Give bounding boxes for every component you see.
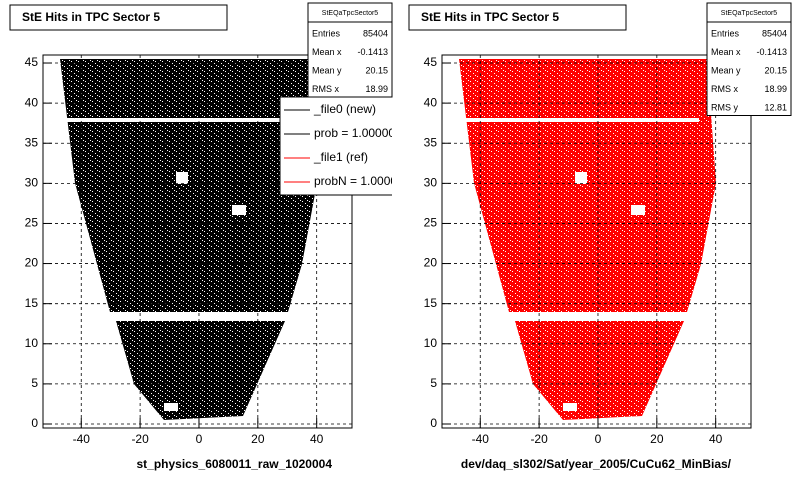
x-tick-label: -20: [131, 432, 149, 446]
stats-name: RMS y: [711, 102, 739, 112]
y-tick-label: 0: [430, 416, 437, 430]
y-tick-label: 15: [424, 296, 438, 310]
hit-clouds: [60, 59, 716, 420]
y-tick-label: 40: [424, 95, 438, 109]
x-tick-label: -40: [472, 432, 490, 446]
frame: [441, 54, 752, 429]
legend-label: probN = 1.000000: [314, 174, 411, 188]
stats-name: Entries: [711, 28, 740, 38]
stats-box: [307, 2, 393, 98]
y-tick-label: 25: [25, 216, 39, 230]
stats-value: -0.1413: [756, 47, 787, 57]
stats-value: 18.99: [365, 84, 388, 94]
stats-value: 85404: [762, 28, 787, 38]
y-tick-label: 35: [424, 135, 438, 149]
x-tick-label: 20: [251, 432, 265, 446]
y-tick-label: 45: [25, 55, 39, 69]
x-tick-label: 0: [196, 432, 203, 446]
panel: -40 -20 0 20 40 0 5 10 15 20 25 30 35 40 45 st_physics_…: [9, 2, 411, 471]
stats-value: -0.1413: [357, 47, 388, 57]
y-tick-label: 30: [25, 176, 39, 190]
y-tick-label: 20: [25, 256, 39, 270]
y-tick-label: 10: [424, 336, 438, 350]
title-box: [9, 4, 228, 31]
y-tick-label: 10: [25, 336, 39, 350]
hit-cloud: [459, 59, 716, 420]
stats-title: StEQaTpcSector5: [721, 10, 778, 17]
y-tick-label: 0: [31, 416, 38, 430]
y-tick-label: 30: [424, 176, 438, 190]
stats-value: 20.15: [764, 65, 787, 75]
stats-value: 20.15: [365, 65, 388, 75]
y-tick-label: 15: [25, 296, 39, 310]
stats-value: 18.99: [764, 84, 787, 94]
y-tick-label: 45: [424, 55, 438, 69]
x-tick-label: 0: [595, 432, 602, 446]
legend-box: [279, 96, 392, 196]
y-tick-label: 20: [424, 256, 438, 270]
y-tick-label: 5: [430, 376, 437, 390]
legend-label: _file0 (new): [313, 102, 376, 116]
stats-value: 85404: [363, 28, 388, 38]
y-tick-label: 5: [31, 376, 38, 390]
y-tick-label: 35: [25, 135, 39, 149]
stats-name: Mean x: [711, 47, 741, 57]
stats-name: Mean y: [711, 65, 741, 75]
stats-name: RMS x: [711, 84, 739, 94]
stats-title: StEQaTpcSector5: [322, 10, 379, 17]
legend-label: prob = 1.000000: [314, 126, 402, 140]
legend-label: _file1 (ref): [313, 150, 368, 164]
chart-title: StE Hits in TPC Sector 5: [22, 10, 160, 24]
panel: -40 -20 0 20 40 0 5 10 15 20 25 30 35 40 45 dev/daq_sl3…: [408, 2, 792, 471]
frame: [42, 54, 353, 429]
x-tick-label: 40: [709, 432, 723, 446]
stats-box: [706, 2, 792, 116]
x-axis-label: st_physics_6080011_raw_1020004: [136, 457, 332, 471]
chart-title: StE Hits in TPC Sector 5: [421, 10, 559, 24]
y-tick-label: 25: [424, 216, 438, 230]
legend: _file0 (new) prob = 1.000000 _file1 (ref) p…: [279, 96, 411, 196]
stats-name: RMS x: [312, 84, 340, 94]
x-tick-label: 40: [310, 432, 324, 446]
stats-name: Mean y: [312, 65, 342, 75]
x-tick-label: 20: [650, 432, 664, 446]
stats-name: Mean x: [312, 47, 342, 57]
stats-name: Entries: [312, 28, 341, 38]
x-tick-label: -20: [530, 432, 548, 446]
y-tick-label: 40: [25, 95, 39, 109]
stats-value: 12.81: [764, 102, 787, 112]
x-tick-label: -40: [73, 432, 91, 446]
title-box: [408, 4, 627, 31]
x-axis-label: dev/daq_sl302/Sat/year_2005/CuCu62_MinBi…: [461, 457, 732, 471]
hit-cloud: [60, 59, 317, 420]
